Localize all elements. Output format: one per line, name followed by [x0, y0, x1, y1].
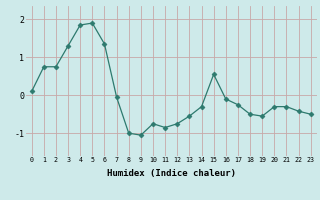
X-axis label: Humidex (Indice chaleur): Humidex (Indice chaleur) — [107, 169, 236, 178]
